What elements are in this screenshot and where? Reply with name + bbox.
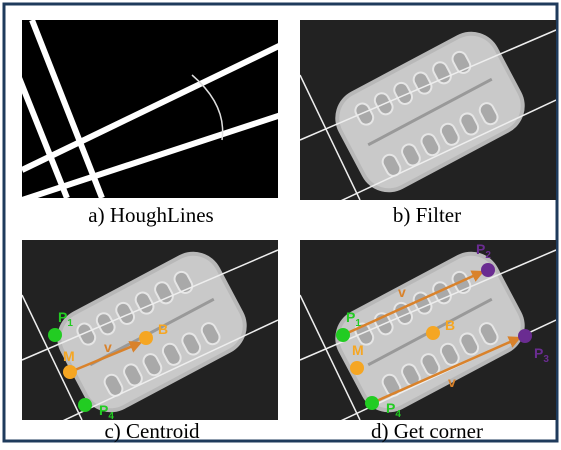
vector-label: v (448, 374, 456, 390)
figure: a) HoughLines b) Filter P1 P4 M B v c) C… (0, 0, 561, 445)
caption: b) Filter (393, 203, 461, 227)
vector-label: v (398, 284, 406, 300)
panel-a (12, 20, 281, 200)
vector-label: v (104, 339, 112, 355)
caption: c) Centroid (104, 419, 200, 443)
panel-b (300, 20, 556, 220)
point-label: B (158, 321, 168, 337)
point-label: B (445, 317, 455, 333)
caption: d) Get corner (371, 419, 483, 443)
point-label: M (352, 342, 364, 358)
caption: a) HoughLines (88, 203, 213, 227)
point-label: M (63, 348, 75, 364)
